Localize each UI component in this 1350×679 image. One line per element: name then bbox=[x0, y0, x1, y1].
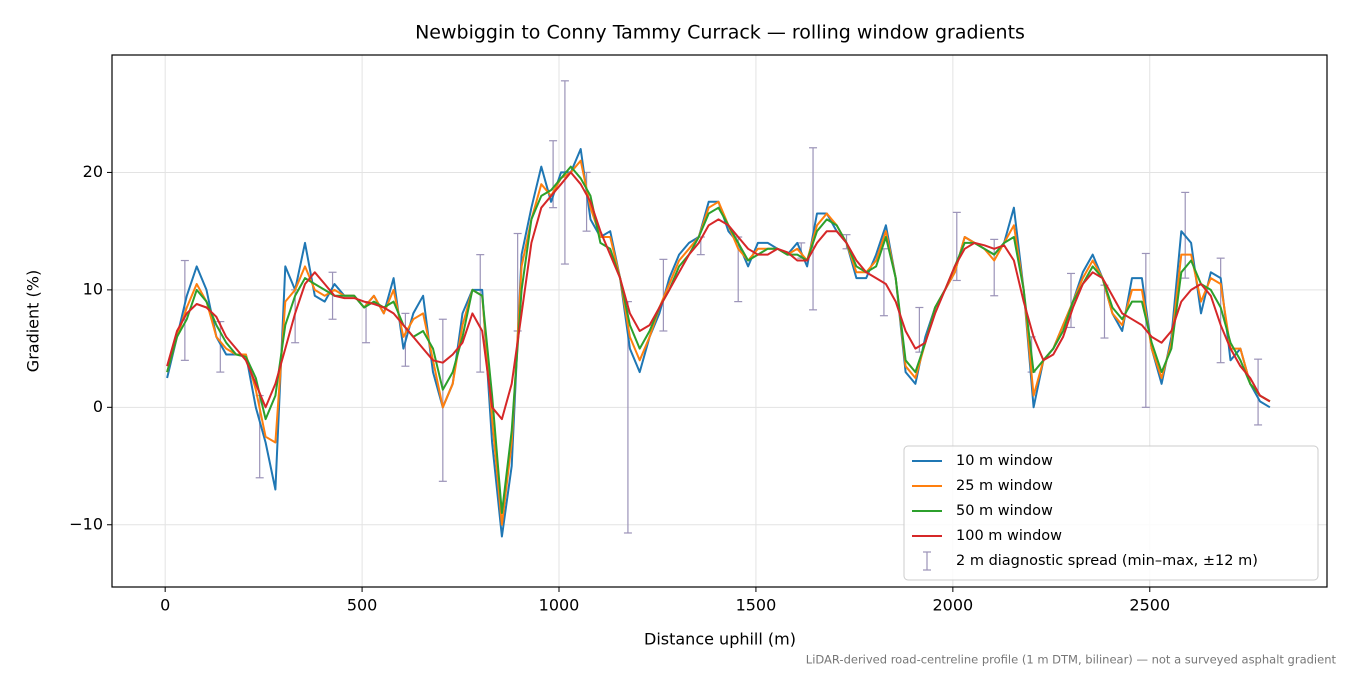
x-tick-label: 500 bbox=[347, 596, 378, 615]
legend-label: 10 m window bbox=[956, 453, 1053, 469]
error-bar bbox=[1067, 272, 1076, 329]
x-tick-label: 1500 bbox=[736, 596, 777, 615]
series-line bbox=[166, 165, 1271, 514]
y-tick-label: 0 bbox=[93, 397, 103, 416]
x-tick-label: 2500 bbox=[1129, 596, 1170, 615]
legend-label: 2 m diagnostic spread (min–max, ±12 m) bbox=[956, 553, 1258, 569]
legend-label: 25 m window bbox=[956, 478, 1053, 494]
legend-label: 100 m window bbox=[956, 528, 1062, 544]
x-tick-label: 0 bbox=[160, 596, 170, 615]
error-bar bbox=[476, 254, 485, 373]
x-axis-label: Distance uphill (m) bbox=[644, 630, 796, 649]
error-bar bbox=[809, 147, 818, 311]
y-tick-label: 10 bbox=[83, 279, 103, 298]
y-tick-label: 20 bbox=[83, 162, 103, 181]
chart-title: Newbiggin to Conny Tammy Currack — rolli… bbox=[415, 22, 1025, 44]
footnote: LiDAR-derived road-centreline profile (1… bbox=[806, 653, 1337, 667]
y-axis-label: Gradient (%) bbox=[24, 270, 43, 372]
error-bar bbox=[438, 318, 447, 482]
legend-box bbox=[903, 445, 1319, 581]
plot-frame bbox=[111, 54, 1328, 588]
x-tick-label: 1000 bbox=[539, 596, 580, 615]
y-tick-label: −10 bbox=[69, 514, 103, 533]
series-line bbox=[166, 171, 1271, 421]
error-bar bbox=[659, 258, 668, 332]
legend-label: 50 m window bbox=[956, 503, 1053, 519]
error-bar bbox=[952, 211, 961, 282]
x-tick-label: 2000 bbox=[932, 596, 973, 615]
legend-swatch bbox=[923, 551, 931, 571]
